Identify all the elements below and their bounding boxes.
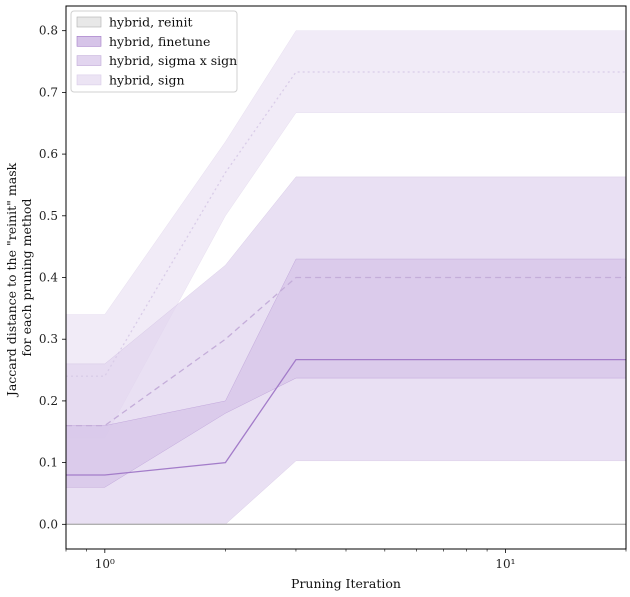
line-hybrid-finetune — [66, 358, 626, 476]
legend-label: hybrid, sign — [109, 72, 185, 87]
y-tick-label: 0.5 — [39, 209, 58, 223]
legend-swatch — [76, 35, 102, 47]
y-tick-label: 0.3 — [39, 332, 58, 346]
y-tick-label: 0.6 — [39, 147, 58, 161]
confidence-bands — [65, 30, 627, 525]
y-tick-label: 0.7 — [39, 85, 58, 99]
legend-box — [70, 10, 238, 93]
legend-label: hybrid, finetune — [109, 34, 210, 49]
y-tick-label: 0.4 — [39, 271, 58, 285]
y-axis-label-line-2: for each pruning method — [19, 199, 34, 357]
y-tick-label: 0.8 — [39, 24, 58, 38]
y-axis-ticks: 0.0 0.1 0.2 0.3 0.4 0.5 0.6 0.7 0.8 — [39, 24, 66, 531]
legend-swatch — [76, 74, 102, 86]
legend-swatch — [76, 16, 102, 28]
line-hybrid-sign — [66, 71, 626, 377]
x-tick-label: 10¹ — [495, 557, 515, 571]
y-tick-label: 0.2 — [39, 394, 58, 408]
y-axis-label: Jaccard distance to the "reinit" mask fo… — [4, 159, 34, 398]
series-lines — [66, 71, 626, 525]
y-tick-label: 0.1 — [39, 456, 58, 470]
x-axis-label: Pruning Iteration — [291, 576, 401, 591]
y-tick-label: 0.0 — [39, 517, 58, 531]
legend: hybrid, reinit hybrid, finetune hybrid, si… — [70, 10, 238, 93]
x-tick-label: 10⁰ — [95, 557, 115, 571]
x-axis-ticks: 10⁰ 10¹ — [65, 549, 627, 571]
legend-label: hybrid, reinit — [109, 15, 192, 30]
line-hybrid-sigma-x-sign — [66, 276, 626, 427]
legend-label: hybrid, sigma x sign — [109, 53, 237, 68]
y-axis-label-line-1: Jaccard distance to the "reinit" mask — [4, 162, 19, 398]
legend-swatch — [76, 55, 102, 66]
